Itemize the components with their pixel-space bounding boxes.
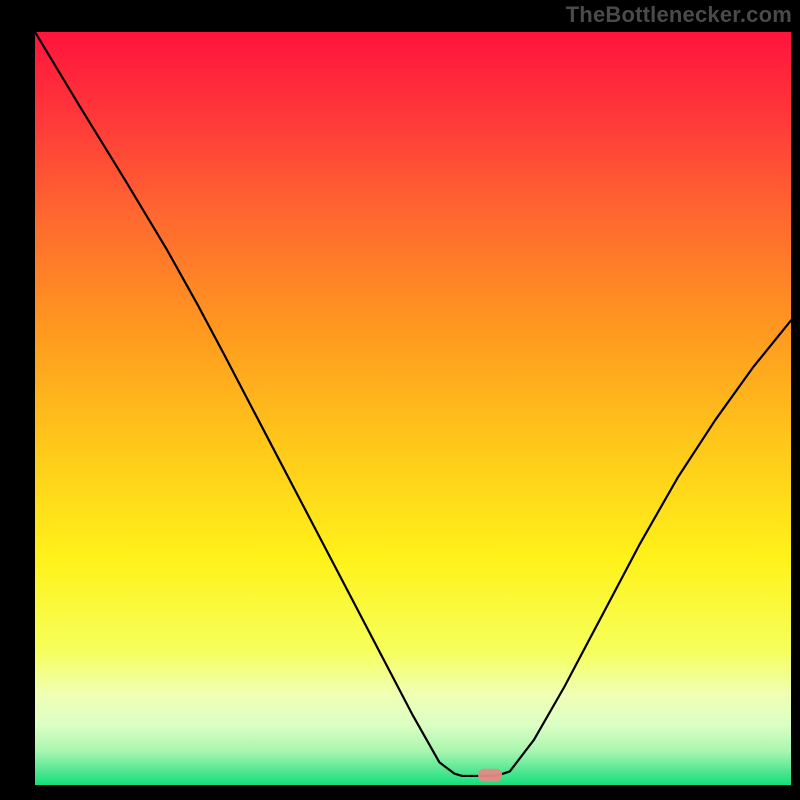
chart-container: TheBottlenecker.com — [0, 0, 800, 800]
plot-svg — [35, 32, 791, 785]
gradient-background — [35, 32, 791, 785]
plot-area — [35, 32, 791, 785]
watermark-text: TheBottlenecker.com — [566, 2, 792, 28]
optimal-marker — [478, 769, 502, 782]
